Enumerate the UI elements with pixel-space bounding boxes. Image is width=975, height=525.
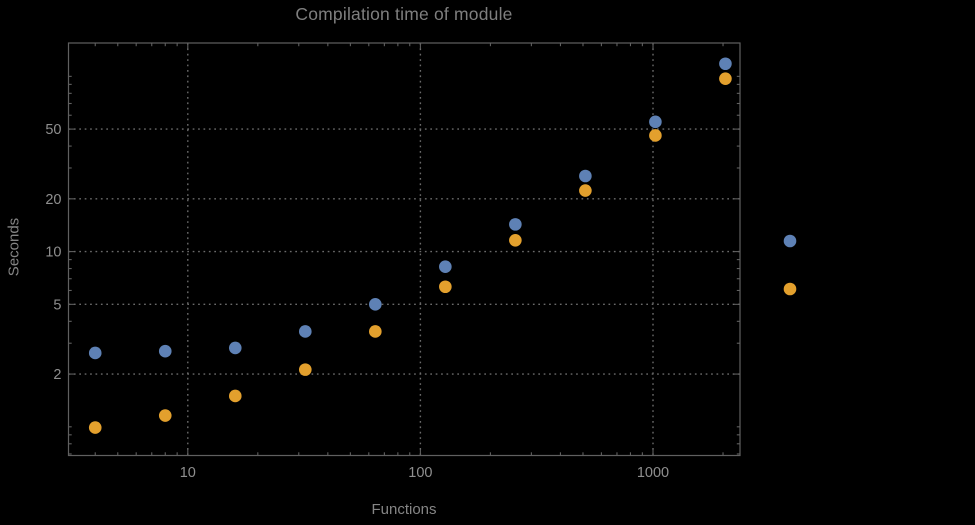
x-tick-label-100: 100	[408, 465, 432, 481]
data-point-series-2-orange-x8	[158, 409, 172, 422]
data-point-series-2-orange-x4	[88, 421, 102, 434]
data-point-series-2-orange-x256	[509, 233, 522, 247]
legend-marker-series-2-orange	[783, 282, 797, 296]
data-point-series-2-orange-x128	[439, 280, 452, 294]
data-point-series-2-orange-x64	[369, 325, 382, 338]
data-point-series-1-blue-x8	[158, 344, 172, 358]
y-tick-label-5: 5	[53, 297, 61, 313]
data-point-series-2-orange-x2048	[719, 72, 732, 85]
data-point-series-2-orange-x32	[298, 363, 312, 376]
data-point-series-2-orange-x512	[579, 184, 592, 197]
data-point-series-1-blue-x2048	[719, 57, 732, 71]
chart-title: Compilation time of module	[295, 4, 513, 24]
data-point-series-1-blue-x512	[579, 169, 592, 183]
data-point-series-1-blue-x4	[88, 346, 102, 360]
data-point-series-1-blue-x128	[439, 260, 452, 273]
data-point-series-1-blue-x16	[228, 341, 242, 355]
x-tick-label-10: 10	[180, 465, 196, 481]
y-tick-label-2: 2	[53, 367, 61, 383]
y-axis-label: Seconds	[5, 217, 23, 277]
x-tick-label-1000: 1000	[637, 465, 669, 481]
y-tick-label-20: 20	[45, 192, 61, 208]
data-point-series-1-blue-x1024	[649, 115, 662, 129]
data-point-series-2-orange-x1024	[649, 129, 662, 142]
data-point-series-1-blue-x32	[298, 325, 312, 338]
x-axis-label: Functions	[371, 501, 437, 518]
y-tick-label-10: 10	[45, 245, 61, 261]
data-point-series-2-orange-x16	[228, 389, 242, 403]
y-tick-label-50: 50	[45, 122, 61, 138]
data-point-series-1-blue-x256	[509, 218, 522, 231]
data-point-series-1-blue-x64	[369, 298, 382, 311]
legend-marker-series-1-blue	[783, 234, 797, 248]
plot-frame	[67, 42, 741, 457]
